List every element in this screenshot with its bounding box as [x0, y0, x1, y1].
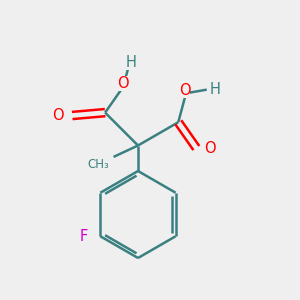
- Text: O: O: [179, 83, 190, 98]
- Text: O: O: [52, 108, 64, 123]
- Text: O: O: [117, 76, 129, 91]
- Text: H: H: [126, 55, 137, 70]
- Text: O: O: [204, 141, 215, 156]
- Text: CH₃: CH₃: [87, 158, 109, 171]
- Text: H: H: [210, 82, 220, 97]
- Text: F: F: [80, 229, 88, 244]
